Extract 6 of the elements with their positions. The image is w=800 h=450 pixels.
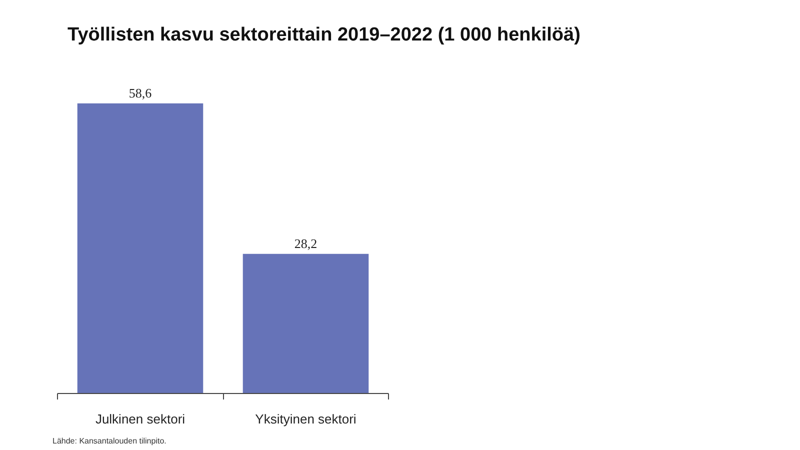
data-label: 58,6 — [128, 85, 152, 100]
data-label: 28,2 — [294, 236, 318, 251]
x-tick-label: Julkinen sektori — [95, 412, 186, 426]
chart-title: Työllisten kasvu sektoreittain 2019–2022 (1 000 henkilöä) — [68, 24, 580, 46]
x-tick-label: Yksityinen sektori — [255, 412, 356, 426]
text: Lähde: Kansantalouden tilinpito. — [52, 436, 166, 446]
